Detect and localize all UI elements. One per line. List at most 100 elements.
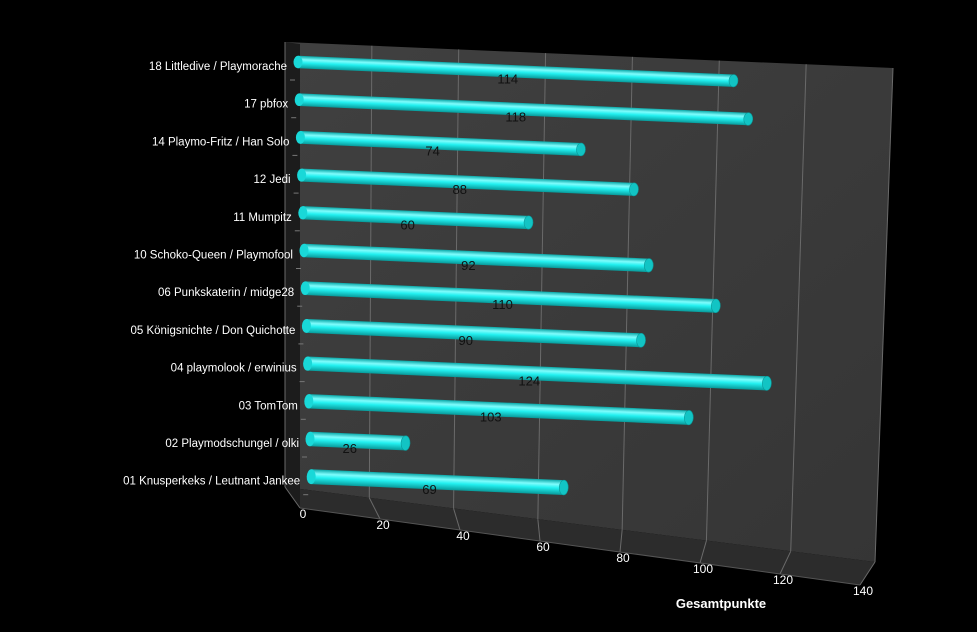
bar	[306, 469, 569, 496]
category-label: 06 Punkskaterin / midge28	[158, 287, 294, 299]
floor-edge	[299, 507, 861, 586]
bar-end-cap	[743, 112, 754, 126]
gridlines	[284, 42, 894, 586]
bar-end-cap	[728, 74, 739, 88]
x-tick-labels: 0 20 40 60 80 100 120 140	[300, 507, 874, 598]
x-tick-label: 60	[536, 540, 550, 554]
data-label: 114	[497, 71, 518, 86]
floor	[285, 487, 875, 585]
category-label: 14 Playmo-Fritz / Han Solo	[152, 136, 289, 148]
bar-body	[298, 93, 749, 126]
x-tick-label: 120	[773, 573, 793, 587]
bar-start-cap	[304, 394, 314, 409]
bar-end-cap	[710, 298, 721, 314]
bar-body	[297, 55, 734, 87]
category-label: 10 Schoko-Queen / Playmofool	[134, 250, 293, 262]
floor-gridline	[537, 519, 541, 542]
bar	[293, 55, 739, 88]
data-label: 103	[480, 409, 502, 424]
bar-start-cap	[299, 243, 309, 258]
bar-body	[309, 431, 406, 451]
bar	[294, 93, 754, 126]
data-label: 124	[518, 373, 540, 388]
bar-body	[300, 130, 582, 156]
bar	[297, 168, 639, 197]
floor-gridline	[859, 561, 876, 586]
x-tick-label: 40	[456, 529, 470, 543]
data-label: 60	[400, 218, 414, 233]
gridline	[368, 45, 373, 498]
bar-start-cap	[293, 55, 303, 69]
gridline	[790, 64, 807, 552]
data-label: 90	[458, 333, 472, 348]
bar-start-cap	[306, 469, 316, 485]
data-label: 88	[453, 182, 467, 197]
bar-end-cap	[762, 375, 772, 391]
category-label: 02 Playmodschungel / olki	[165, 438, 299, 450]
bar-end-cap	[576, 142, 586, 157]
category-label: 12 Jedi	[254, 174, 291, 186]
x-axis-title: Gesamtpunkte	[676, 596, 766, 611]
bar-start-cap	[295, 130, 305, 144]
category-label: 17 pbfox	[244, 99, 288, 111]
bar-end-cap	[643, 258, 654, 273]
bar-start-cap	[300, 281, 310, 296]
x-tick-label: 20	[376, 518, 390, 532]
floor-gridline	[699, 540, 707, 564]
bar-end-cap	[400, 435, 411, 451]
category-label: 18 Littledive / Playmorache	[149, 61, 287, 73]
data-label: 26	[343, 441, 357, 456]
bar-end-cap	[523, 215, 534, 230]
bar	[295, 130, 586, 157]
gridline	[537, 53, 547, 520]
floor-gridline	[453, 508, 461, 531]
bar-end-cap	[636, 333, 646, 348]
floor-gridline	[619, 529, 623, 553]
bar-body	[310, 469, 565, 495]
bar-start-cap	[298, 206, 308, 220]
x-tick-label: 80	[616, 551, 630, 565]
bar-start-cap	[294, 93, 304, 107]
category-label: 01 Knusperkeks / Leutnant Jankee	[123, 476, 300, 488]
bar-body	[302, 206, 529, 230]
bar-body	[307, 356, 768, 391]
bar-start-cap	[297, 168, 307, 182]
data-label: 92	[461, 258, 475, 273]
bar	[298, 206, 534, 230]
gridline	[453, 49, 460, 509]
bar-end-cap	[629, 182, 639, 197]
bar	[300, 281, 721, 314]
floor-gridline	[368, 497, 381, 520]
bar	[305, 431, 411, 451]
floor-gridline	[284, 486, 301, 509]
side-wall	[285, 42, 300, 508]
bars: 114 118 74 88 60 92 110 90 124 103 26 69	[293, 55, 772, 497]
bar-body	[304, 281, 717, 313]
bar-body	[306, 318, 642, 348]
data-label: 118	[505, 109, 526, 124]
x-tick-label: 140	[853, 584, 873, 598]
bar-body	[303, 243, 650, 273]
x-tick-label: 0	[300, 507, 307, 521]
bar	[299, 243, 654, 273]
bar-start-cap	[303, 356, 313, 371]
category-label: 03 TomTom	[239, 400, 298, 412]
bar-end-cap	[558, 479, 569, 496]
data-label: 110	[492, 297, 513, 312]
bar-end-cap	[683, 410, 694, 426]
bar-body	[308, 394, 690, 425]
bar-start-cap	[301, 318, 311, 333]
bar	[301, 318, 646, 348]
bar-body	[301, 168, 635, 196]
x-tick-label: 100	[693, 562, 713, 576]
category-label: 04 playmolook / erwinius	[171, 363, 297, 375]
floor-gridline	[779, 551, 792, 575]
bar	[303, 356, 772, 391]
plot-walls	[285, 42, 893, 585]
category-label: 11 Mumpitz	[233, 212, 292, 224]
category-label: 05 Königsnichte / Don Quichotte	[130, 325, 295, 337]
gridline	[874, 67, 894, 563]
gridline	[621, 56, 633, 530]
bar	[304, 394, 694, 426]
